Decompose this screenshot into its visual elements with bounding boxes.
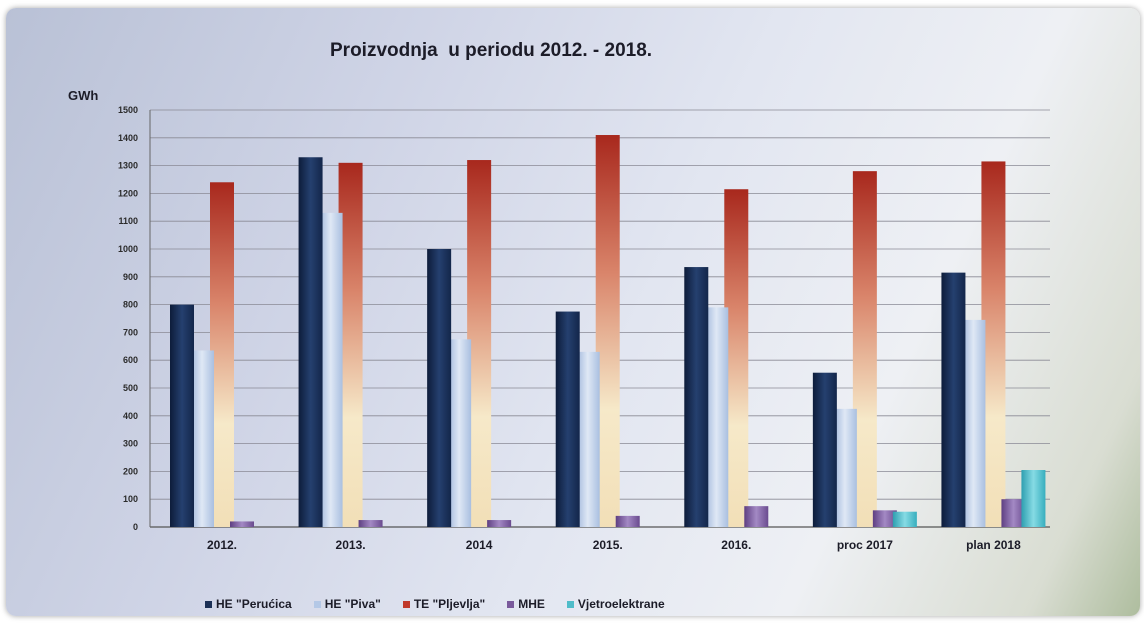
- bar-1-3: [427, 249, 452, 527]
- legend-item: MHE: [507, 597, 545, 611]
- y-tick-label: 1500: [118, 105, 138, 115]
- y-tick-label: 900: [123, 272, 138, 282]
- y-tick-label: 600: [123, 355, 138, 365]
- bar-5-7: [1021, 470, 1046, 527]
- y-tick-label: 200: [123, 466, 138, 476]
- bar-1-7: [941, 272, 966, 527]
- legend-label: Vjetroelektrane: [577, 597, 665, 611]
- x-category-label: 2016.: [721, 538, 751, 552]
- y-tick-label: 1300: [118, 161, 138, 171]
- legend-swatch: [507, 600, 515, 608]
- bar-1-2: [298, 157, 323, 527]
- x-category-label: 2015.: [593, 538, 623, 552]
- y-tick-label: 1200: [118, 188, 138, 198]
- legend-label: MHE: [518, 597, 545, 611]
- legend-label: TE "Pljevlja": [413, 597, 486, 611]
- x-category-label: plan 2018: [966, 538, 1021, 552]
- bar-4-6: [872, 510, 897, 527]
- y-tick-label: 1400: [118, 133, 138, 143]
- bar-4-3: [487, 520, 512, 527]
- legend-label: HE "Perućica: [216, 597, 292, 611]
- legend-item: TE "Pljevlja": [402, 597, 486, 611]
- legend-swatch: [205, 600, 212, 608]
- bar-1-1: [170, 304, 194, 527]
- legend-label: HE "Piva": [324, 597, 381, 611]
- bar-4-2: [358, 520, 383, 527]
- chart-title: Proizvodnja u periodu 2012. - 2018.: [330, 40, 653, 61]
- bar-5-6: [892, 511, 917, 527]
- y-tick-label: 100: [123, 494, 138, 504]
- x-category-label: 2012.: [207, 538, 237, 552]
- bar-4-1: [230, 521, 254, 527]
- legend-item: Vjetroelektrane: [566, 597, 665, 611]
- bar-1-4: [555, 311, 580, 527]
- legend-swatch: [313, 600, 321, 608]
- bar-4-5: [744, 506, 769, 527]
- chart-legend: HE "Perućica HE "Piva" TE "Pljevlja" MHE Vje…: [205, 597, 687, 611]
- legend-item: HE "Piva": [313, 597, 381, 611]
- y-axis-unit-label: GWh: [68, 88, 99, 103]
- y-tick-label: 800: [123, 300, 138, 310]
- y-tick-label: 300: [123, 439, 138, 449]
- y-tick-label: 1100: [118, 216, 138, 226]
- x-category-label: 2014: [466, 538, 493, 552]
- y-tick-label: 500: [123, 383, 138, 393]
- x-category-label: proc 2017: [837, 538, 893, 552]
- y-tick-label: 0: [133, 522, 138, 532]
- bar-4-4: [615, 515, 640, 527]
- legend-swatch: [566, 600, 574, 608]
- legend-swatch: [402, 600, 410, 608]
- y-tick-label: 1000: [118, 244, 138, 254]
- bar-1-5: [684, 267, 709, 527]
- y-tick-label: 700: [123, 327, 138, 337]
- legend-item: HE "Perućica: [205, 597, 292, 611]
- y-tick-label: 400: [123, 411, 138, 421]
- bar-1-6: [812, 372, 837, 527]
- x-category-label: 2013.: [336, 538, 366, 552]
